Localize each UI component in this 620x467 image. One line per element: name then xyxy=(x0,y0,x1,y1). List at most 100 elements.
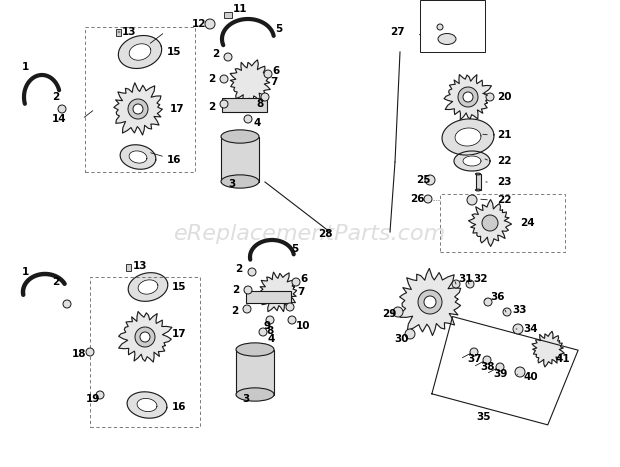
Circle shape xyxy=(470,348,478,356)
Text: 36: 36 xyxy=(490,292,505,302)
Text: 14: 14 xyxy=(52,114,66,124)
Polygon shape xyxy=(118,311,172,362)
Text: 1: 1 xyxy=(22,267,29,277)
Text: 4: 4 xyxy=(253,118,260,128)
Polygon shape xyxy=(454,151,490,171)
Bar xyxy=(420,0,485,52)
Circle shape xyxy=(405,329,415,339)
Circle shape xyxy=(243,305,251,313)
Circle shape xyxy=(513,324,523,334)
Polygon shape xyxy=(138,280,158,294)
Text: 2: 2 xyxy=(232,285,239,295)
Text: eReplacementParts.com: eReplacementParts.com xyxy=(174,224,446,244)
Text: 2: 2 xyxy=(231,306,238,316)
Circle shape xyxy=(424,195,432,203)
Circle shape xyxy=(266,316,274,324)
Circle shape xyxy=(140,332,150,342)
Text: 12: 12 xyxy=(192,19,206,29)
Circle shape xyxy=(264,70,272,78)
Circle shape xyxy=(466,280,474,288)
Polygon shape xyxy=(455,128,481,146)
Text: 15: 15 xyxy=(167,47,182,57)
Circle shape xyxy=(437,24,443,30)
Circle shape xyxy=(452,280,460,288)
Polygon shape xyxy=(137,398,157,411)
Text: 5: 5 xyxy=(275,24,282,34)
Text: 20: 20 xyxy=(497,92,511,102)
Text: 29: 29 xyxy=(382,309,396,319)
Circle shape xyxy=(220,100,228,108)
Circle shape xyxy=(515,367,525,377)
Circle shape xyxy=(128,99,148,119)
Polygon shape xyxy=(118,35,162,69)
Text: 34: 34 xyxy=(523,324,538,334)
Ellipse shape xyxy=(476,189,480,191)
Circle shape xyxy=(425,175,435,185)
Ellipse shape xyxy=(236,343,274,356)
Ellipse shape xyxy=(236,388,274,401)
Text: 5: 5 xyxy=(291,244,298,254)
Polygon shape xyxy=(444,75,492,120)
Text: 40: 40 xyxy=(523,372,538,382)
Circle shape xyxy=(484,298,492,306)
Circle shape xyxy=(467,195,477,205)
Text: 15: 15 xyxy=(172,282,187,292)
Ellipse shape xyxy=(438,34,456,44)
Polygon shape xyxy=(400,269,461,335)
Circle shape xyxy=(135,327,155,347)
Ellipse shape xyxy=(476,173,480,175)
Polygon shape xyxy=(469,199,512,247)
Text: 39: 39 xyxy=(493,369,507,379)
Circle shape xyxy=(496,363,504,371)
Circle shape xyxy=(424,296,436,308)
Polygon shape xyxy=(129,44,151,60)
Text: 7: 7 xyxy=(297,287,304,297)
Bar xyxy=(85,27,195,172)
Text: 1: 1 xyxy=(22,62,29,72)
Circle shape xyxy=(393,307,403,317)
Circle shape xyxy=(483,356,491,364)
Ellipse shape xyxy=(221,130,259,143)
Bar xyxy=(222,98,267,112)
Circle shape xyxy=(63,300,71,308)
Text: 2: 2 xyxy=(52,277,60,287)
Polygon shape xyxy=(129,151,147,163)
Text: 31: 31 xyxy=(458,274,472,284)
Text: 17: 17 xyxy=(172,329,187,339)
Text: 9: 9 xyxy=(263,321,270,331)
Circle shape xyxy=(244,115,252,123)
Polygon shape xyxy=(127,392,167,418)
Text: 2: 2 xyxy=(208,74,215,84)
Text: 2: 2 xyxy=(212,49,219,59)
Text: 30: 30 xyxy=(394,334,409,344)
Text: 32: 32 xyxy=(473,274,487,284)
Circle shape xyxy=(224,53,232,61)
Text: 7: 7 xyxy=(270,77,277,87)
Text: 41: 41 xyxy=(556,354,570,364)
Text: 3: 3 xyxy=(242,394,249,404)
Text: 27: 27 xyxy=(390,27,405,37)
Text: 22: 22 xyxy=(497,156,511,166)
Text: 2: 2 xyxy=(208,102,215,112)
Polygon shape xyxy=(532,331,564,367)
Text: 13: 13 xyxy=(133,261,148,271)
Bar xyxy=(476,174,480,190)
Circle shape xyxy=(463,92,473,102)
Polygon shape xyxy=(432,317,578,425)
Text: 13: 13 xyxy=(122,27,136,37)
Text: 18: 18 xyxy=(72,349,87,359)
Ellipse shape xyxy=(221,175,259,188)
Circle shape xyxy=(486,93,494,101)
Circle shape xyxy=(133,104,143,114)
Bar xyxy=(440,194,565,252)
Polygon shape xyxy=(114,83,162,135)
Text: 8: 8 xyxy=(266,326,273,336)
Text: 22: 22 xyxy=(497,195,511,205)
Text: 24: 24 xyxy=(520,218,534,228)
Text: 25: 25 xyxy=(416,175,430,185)
Bar xyxy=(125,263,130,270)
Circle shape xyxy=(292,278,300,286)
Polygon shape xyxy=(120,145,156,169)
Text: 2: 2 xyxy=(52,92,60,102)
Circle shape xyxy=(248,268,256,276)
